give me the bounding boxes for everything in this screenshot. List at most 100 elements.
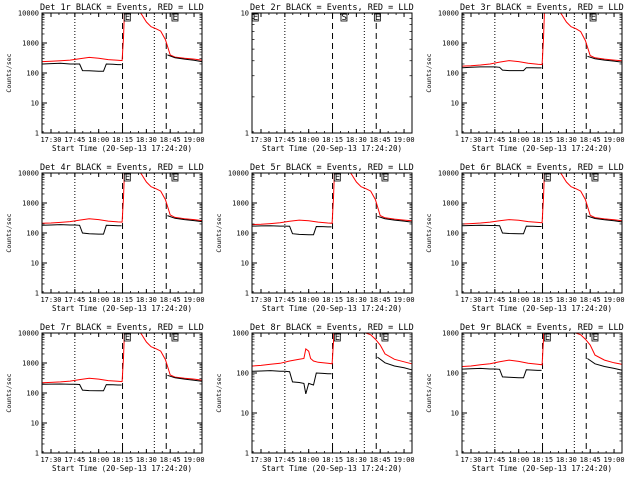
x-tick-label: 17:45 xyxy=(484,296,505,304)
y-axis-label: Counts/sec xyxy=(5,373,13,412)
x-tick-label: 18:30 xyxy=(556,136,577,144)
y-tick-label: 100 xyxy=(446,230,459,238)
events-series-line xyxy=(167,54,202,63)
panel-title: Det 5r BLACK = Events, RED = LLD xyxy=(250,163,414,173)
x-tick-label: 17:45 xyxy=(64,136,85,144)
y-axis-label: Counts/sec xyxy=(5,213,13,252)
y-tick-label: 1 xyxy=(455,290,459,298)
y-tick-label: 1 xyxy=(245,450,249,458)
y-tick-label: 10000 xyxy=(228,170,249,178)
x-tick-label: 18:30 xyxy=(346,136,367,144)
attenuator-marker-box xyxy=(340,13,348,22)
x-tick-label: 18:00 xyxy=(88,296,109,304)
attenuator-marker-box xyxy=(171,333,179,342)
attenuator-marker-label: S xyxy=(341,13,346,23)
attenuator-marker-box xyxy=(171,173,179,182)
y-tick-label: 10 xyxy=(451,410,459,418)
x-tick-label: 17:30 xyxy=(40,296,61,304)
x-tick-label: 17:30 xyxy=(460,136,481,144)
attenuator-marker-box xyxy=(123,13,131,22)
attenuator-marker-label: E xyxy=(592,173,597,183)
attenuator-marker-box xyxy=(333,173,341,182)
x-tick-label: 18:15 xyxy=(322,456,343,464)
x-tick-label: 17:45 xyxy=(484,456,505,464)
x-tick-label: 17:30 xyxy=(250,296,271,304)
x-tick-label: 18:30 xyxy=(556,456,577,464)
y-tick-label: 100 xyxy=(446,370,459,378)
x-tick-label: 19:00 xyxy=(604,456,625,464)
y-tick-label: 10000 xyxy=(18,330,39,338)
x-axis-label: Start Time (20-Sep-13 17:24:20) xyxy=(52,144,192,153)
y-axis-label: Counts/sec xyxy=(425,53,433,92)
attenuator-marker-box xyxy=(373,13,381,22)
events-series-line xyxy=(252,370,332,395)
y-tick-label: 1000 xyxy=(22,40,39,48)
y-tick-label: 10000 xyxy=(18,10,39,18)
x-tick-label: 18:30 xyxy=(556,296,577,304)
y-axis-label: Counts/sec xyxy=(215,213,223,252)
attenuator-marker-label: E xyxy=(125,173,130,183)
x-axis-label: Start Time (20-Sep-13 17:24:20) xyxy=(52,464,192,473)
panel-title: Det 8r BLACK = Events, RED = LLD xyxy=(250,323,414,333)
x-tick-label: 18:30 xyxy=(346,456,367,464)
events-series-line xyxy=(587,358,622,371)
attenuator-marker-label: E xyxy=(375,13,380,23)
x-tick-label: 18:45 xyxy=(580,296,601,304)
x-tick-label: 18:45 xyxy=(160,456,181,464)
y-tick-label: 1 xyxy=(35,450,39,458)
attenuator-marker-label: E xyxy=(335,173,340,183)
y-tick-label: 1000 xyxy=(442,40,459,48)
x-tick-label: 18:45 xyxy=(580,136,601,144)
y-tick-label: 1 xyxy=(455,450,459,458)
plot-frame xyxy=(461,12,623,134)
x-tick-label: 19:00 xyxy=(604,296,625,304)
x-tick-label: 18:30 xyxy=(136,456,157,464)
x-tick-label: 18:30 xyxy=(346,296,367,304)
x-tick-label: 19:00 xyxy=(184,456,205,464)
plot-frame xyxy=(41,332,203,454)
x-tick-label: 18:15 xyxy=(112,296,133,304)
y-axis-label: Counts/sec xyxy=(425,373,433,412)
x-axis-label: Start Time (20-Sep-13 17:24:20) xyxy=(262,464,402,473)
y-tick-label: 100 xyxy=(236,230,249,238)
y-tick-label: 1000 xyxy=(232,330,249,338)
y-tick-label: 1 xyxy=(35,290,39,298)
attenuator-marker-box xyxy=(589,13,597,22)
attenuator-marker-box xyxy=(381,173,389,182)
y-tick-label: 10 xyxy=(241,260,249,268)
y-tick-label: 10000 xyxy=(438,10,459,18)
x-tick-label: 18:00 xyxy=(88,456,109,464)
x-tick-label: 18:15 xyxy=(532,136,553,144)
panel-title: Det 7r BLACK = Events, RED = LLD xyxy=(40,323,204,333)
x-tick-label: 19:00 xyxy=(394,136,415,144)
y-tick-label: 10 xyxy=(31,420,39,428)
x-axis-label: Start Time (20-Sep-13 17:24:20) xyxy=(52,304,192,313)
attenuator-marker-label: E xyxy=(172,333,177,343)
x-tick-label: 18:30 xyxy=(136,136,157,144)
y-tick-label: 1 xyxy=(245,290,249,298)
attenuator-marker-label: E xyxy=(253,13,258,23)
x-tick-label: 17:30 xyxy=(250,136,271,144)
x-tick-label: 17:45 xyxy=(274,296,295,304)
attenuator-marker-box xyxy=(591,173,599,182)
x-tick-label: 19:00 xyxy=(184,136,205,144)
x-tick-label: 18:00 xyxy=(298,136,319,144)
x-tick-label: 18:00 xyxy=(88,136,109,144)
x-tick-label: 19:00 xyxy=(394,296,415,304)
plot-frame xyxy=(41,172,203,294)
events-series-line xyxy=(462,224,542,235)
x-tick-label: 18:45 xyxy=(160,136,181,144)
attenuator-marker-label: E xyxy=(172,173,177,183)
y-tick-label: 10 xyxy=(31,260,39,268)
events-series-line xyxy=(42,383,122,392)
y-tick-label: 100 xyxy=(26,390,39,398)
attenuator-marker-box xyxy=(123,333,131,342)
attenuator-marker-box xyxy=(123,173,131,182)
x-tick-label: 18:45 xyxy=(580,456,601,464)
x-tick-label: 18:00 xyxy=(508,296,529,304)
events-series-line xyxy=(377,215,412,223)
panel-title: Det 1r BLACK = Events, RED = LLD xyxy=(40,3,204,13)
